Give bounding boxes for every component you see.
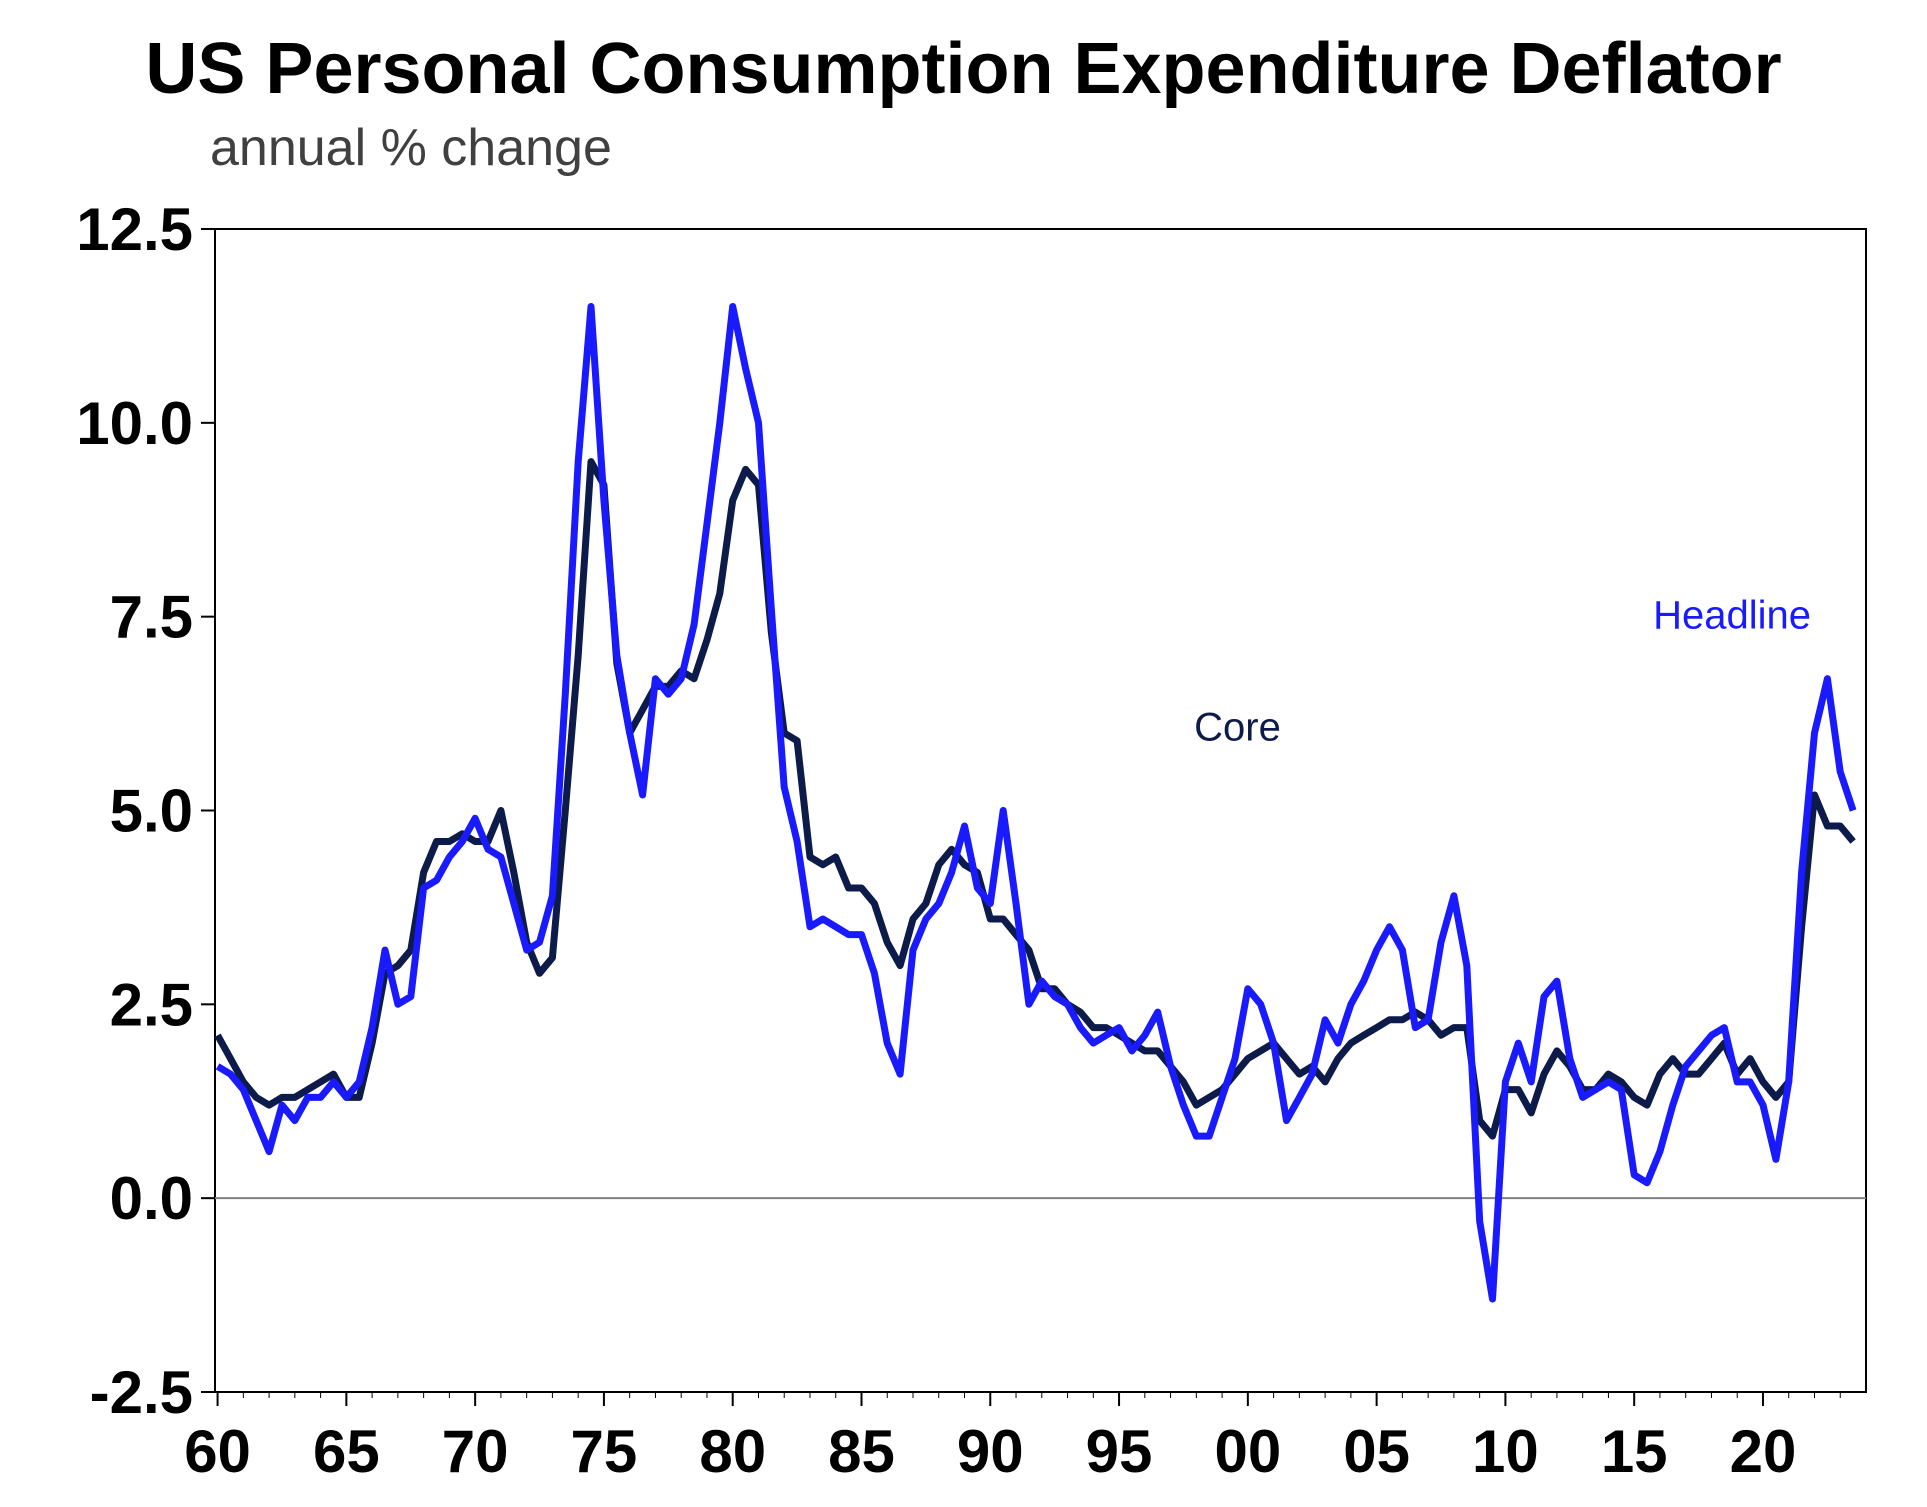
x-tick-label: 60 bbox=[184, 1418, 251, 1485]
series-line-headline bbox=[215, 303, 1857, 1303]
y-tick-label: 2.5 bbox=[110, 971, 193, 1038]
chart-title: US Personal Consumption Expenditure Defl… bbox=[145, 29, 1782, 109]
x-tick-label: 10 bbox=[1472, 1418, 1539, 1485]
plot-frame bbox=[214, 228, 1867, 1393]
series-line-core bbox=[214, 458, 1856, 1140]
y-tick-label: 7.5 bbox=[110, 584, 193, 651]
x-tick-label: 65 bbox=[313, 1418, 380, 1485]
x-tick-label: 90 bbox=[957, 1418, 1024, 1485]
y-tick-label: 0.0 bbox=[110, 1165, 193, 1232]
y-tick-label: -2.5 bbox=[90, 1359, 193, 1426]
x-tick-label: 15 bbox=[1601, 1418, 1668, 1485]
y-tick-label: 5.0 bbox=[110, 778, 193, 845]
x-tick-label: 75 bbox=[571, 1418, 638, 1485]
y-tick-label: 12.5 bbox=[76, 196, 193, 263]
chart-subtitle: annual % change bbox=[210, 119, 612, 177]
x-tick-label: 05 bbox=[1343, 1418, 1410, 1485]
series-label-headline: Headline bbox=[1653, 593, 1811, 637]
x-tick-label: 85 bbox=[828, 1418, 895, 1485]
y-tick-label: 10.0 bbox=[76, 390, 193, 457]
x-tick-label: 95 bbox=[1086, 1418, 1153, 1485]
x-tick-label: 80 bbox=[699, 1418, 766, 1485]
x-tick-label: 20 bbox=[1730, 1418, 1797, 1485]
x-tick-label: 00 bbox=[1214, 1418, 1281, 1485]
x-tick-label: 70 bbox=[442, 1418, 509, 1485]
series-label-core: Core bbox=[1194, 706, 1281, 750]
